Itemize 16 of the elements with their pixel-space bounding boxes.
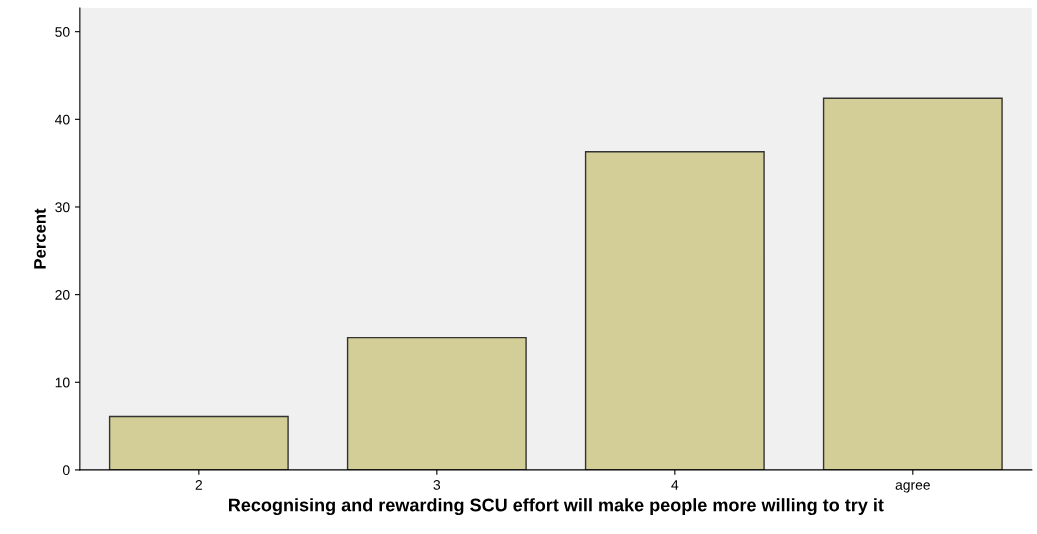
- x-tick-label: agree: [895, 482, 930, 493]
- bar: [584, 151, 765, 470]
- y-tick-label: 30: [55, 202, 70, 213]
- bar: [346, 336, 527, 470]
- bar: [822, 97, 1003, 470]
- y-tick-label: 0: [62, 465, 70, 476]
- y-axis-title: Percent: [34, 208, 46, 269]
- x-tick-label: 3: [433, 480, 441, 490]
- bar: [108, 415, 289, 470]
- y-tick-label: 10: [55, 377, 70, 388]
- x-tick-label: 2: [195, 480, 203, 490]
- x-tick-label: 4: [671, 480, 679, 490]
- y-tick-label: 20: [55, 289, 70, 300]
- x-axis-title: Recognising and rewarding SCU effort will make people more willing to try it: [229, 498, 884, 516]
- y-tick-label: 40: [55, 114, 70, 125]
- y-tick-label: 50: [55, 27, 70, 37]
